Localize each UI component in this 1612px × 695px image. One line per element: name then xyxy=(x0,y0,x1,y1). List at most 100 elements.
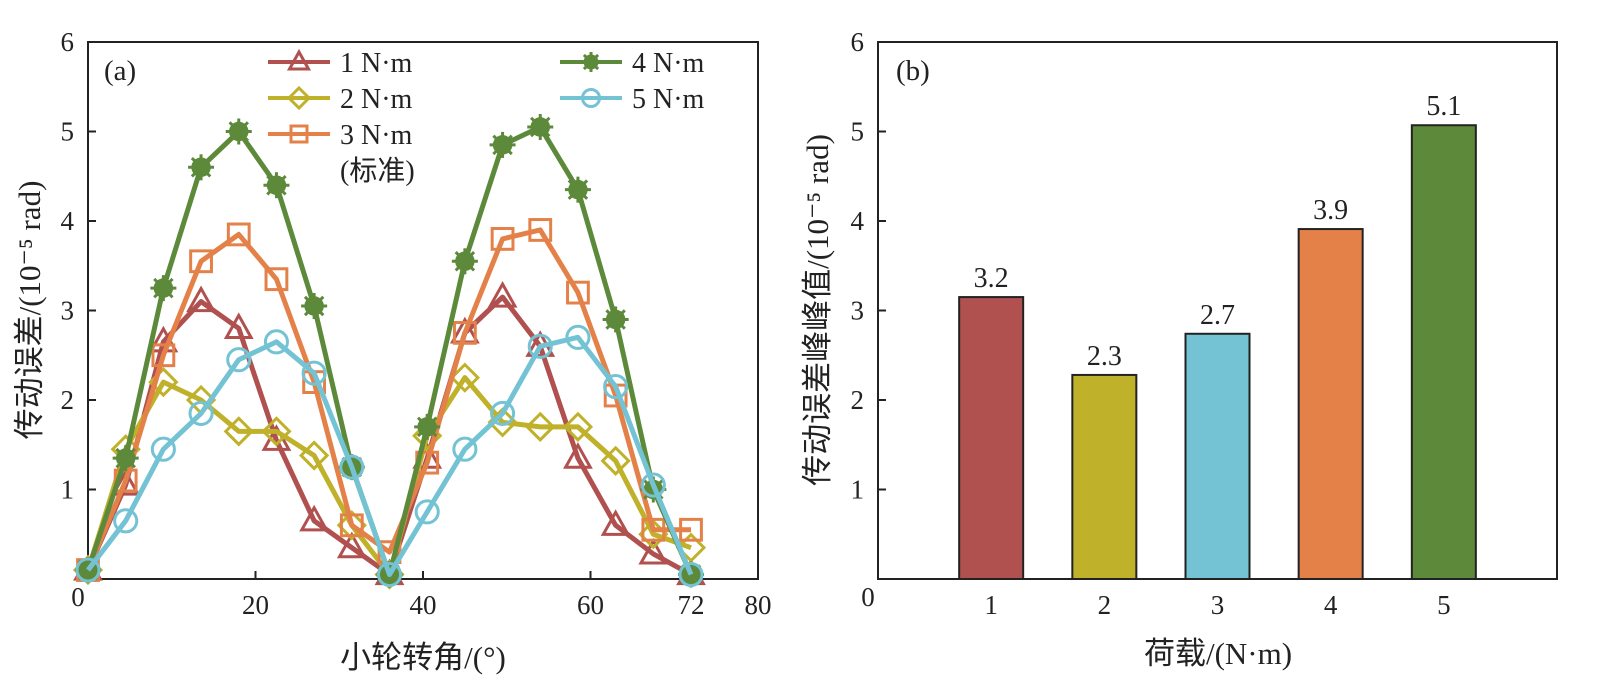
data-point xyxy=(603,374,629,400)
y-axis-label-b: 传动误差峰峰值/(10⁻⁵ rad) xyxy=(800,134,835,486)
bar xyxy=(1410,124,1477,581)
series-path xyxy=(86,334,694,578)
data-point xyxy=(263,172,290,199)
bar xyxy=(1297,228,1364,580)
y-tick-label-a: 2 xyxy=(61,385,75,415)
data-point xyxy=(563,442,593,469)
legend-marker xyxy=(286,48,312,71)
data-point xyxy=(527,333,553,359)
series-line xyxy=(75,324,704,588)
data-point xyxy=(301,360,327,386)
bar-value-label: 3.2 xyxy=(974,263,1009,294)
data-point xyxy=(640,472,666,498)
data-point xyxy=(641,517,666,542)
x-tick-label-a: 72 xyxy=(678,590,705,620)
data-point xyxy=(565,324,591,350)
data-point xyxy=(339,513,364,538)
series-path xyxy=(85,375,692,578)
legend-label: 3 N·m xyxy=(340,120,413,151)
data-point xyxy=(263,329,289,355)
data-point xyxy=(75,557,101,583)
legend-a: 1 N·m 2 N·m 3 N·m (标准) 4 N·m 5 N·m xyxy=(268,48,705,187)
data-point xyxy=(223,312,254,339)
legend-label: 4 N·m xyxy=(632,48,705,79)
data-point xyxy=(336,510,367,541)
data-point xyxy=(679,517,703,542)
data-point xyxy=(225,118,252,145)
legend-item: 1 N·m xyxy=(268,48,413,79)
series-path xyxy=(85,227,691,572)
x-tick-label-b: 4 xyxy=(1324,590,1338,620)
series-group-a xyxy=(72,114,707,590)
data-point xyxy=(299,504,330,532)
data-point xyxy=(299,440,330,471)
y-tick-label-b: 5 xyxy=(851,117,865,147)
data-point xyxy=(264,267,289,292)
data-point xyxy=(261,416,292,447)
y-tick-label-a: 6 xyxy=(61,27,75,57)
y-tick-label-b: 1 xyxy=(851,475,865,505)
legend-sub-label: (标准) xyxy=(340,155,415,187)
legend-item: 2 N·m xyxy=(268,84,413,115)
data-point xyxy=(638,537,669,565)
bar-value-label: 2.3 xyxy=(1087,341,1122,372)
y-tick-label-b: 4 xyxy=(851,206,865,236)
data-point xyxy=(414,413,441,440)
y-tick-label-a: 4 xyxy=(61,206,75,236)
bars-group-b: 3.2 2.3 2.7 3.9 5.1 xyxy=(958,91,1477,581)
legend-item: 5 N·m xyxy=(560,84,705,115)
x-tick-label-b: 2 xyxy=(1098,590,1112,620)
data-point xyxy=(449,362,480,393)
data-point xyxy=(602,306,629,333)
data-point xyxy=(490,227,515,251)
bar-value-label: 5.1 xyxy=(1426,91,1461,122)
y-tick-label-a: 3 xyxy=(61,296,75,326)
x-axis-label-a: 小轮转角/(°) xyxy=(340,640,506,675)
data-point xyxy=(528,218,553,242)
tick-label-origin-b: 0 xyxy=(861,582,875,612)
legend-marker xyxy=(289,124,309,144)
data-point xyxy=(150,275,177,302)
x-tick-label-b: 3 xyxy=(1211,590,1225,620)
data-point xyxy=(223,416,254,447)
legend-label: 2 N·m xyxy=(340,84,413,115)
y-tick-label-a: 5 xyxy=(61,117,75,147)
bar xyxy=(1071,373,1138,580)
data-point xyxy=(150,436,176,462)
data-point xyxy=(487,281,518,308)
line-chart-panel: (a) 0 20 40 60 72 80 1 2 3 4 5 6 1 N·m 2 N·m 3 N·m (标准… xyxy=(12,27,772,675)
x-tick-label-a: 20 xyxy=(242,590,269,620)
panel-label-a: (a) xyxy=(104,55,136,87)
data-point xyxy=(566,280,590,305)
legend-item: 3 N·m (标准) xyxy=(268,120,415,187)
y-tick-label-b: 3 xyxy=(851,296,865,326)
data-point xyxy=(564,176,591,203)
data-point xyxy=(226,347,252,373)
legend-marker xyxy=(581,52,601,72)
x-axis-label-b: 荷载/(N·m) xyxy=(1144,636,1292,671)
tick-label-origin-a: 0 xyxy=(71,582,85,612)
x-tick-label-a: 40 xyxy=(410,590,437,620)
data-point xyxy=(189,249,213,274)
series-line xyxy=(73,281,706,586)
data-point xyxy=(675,532,707,563)
data-point xyxy=(339,454,365,480)
data-point xyxy=(414,499,440,525)
legend-marker xyxy=(286,85,312,111)
data-point xyxy=(562,411,594,442)
data-point xyxy=(112,445,139,472)
data-point xyxy=(188,400,214,426)
data-point xyxy=(301,293,328,320)
legend-label: 1 N·m xyxy=(340,48,413,79)
y-tick-label-b: 6 xyxy=(851,27,865,57)
data-point xyxy=(452,320,477,345)
data-point xyxy=(113,508,139,534)
data-point xyxy=(451,248,478,275)
y-tick-label-a: 1 xyxy=(61,475,75,505)
legend-label: 5 N·m xyxy=(632,84,705,115)
data-point xyxy=(600,445,631,476)
x-tick-label-b: 5 xyxy=(1437,590,1451,620)
data-point xyxy=(525,411,556,442)
data-point xyxy=(452,436,478,462)
